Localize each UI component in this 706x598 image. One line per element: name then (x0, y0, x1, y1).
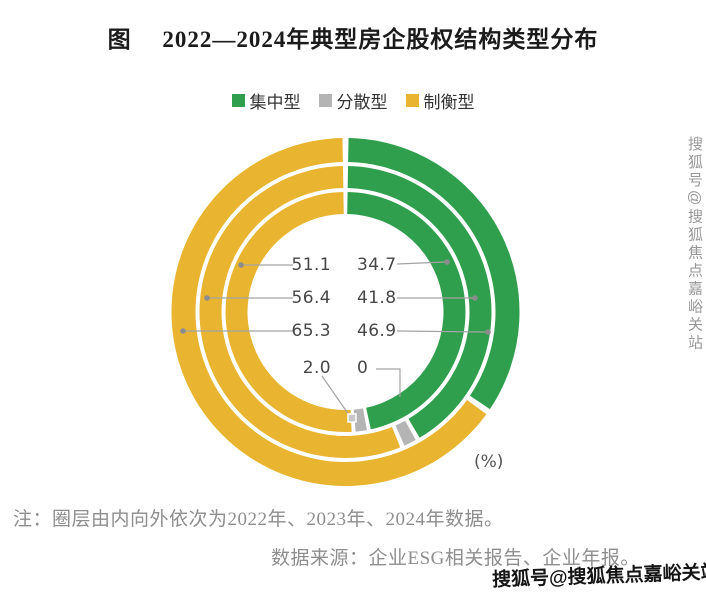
segment-2022-分散型 (353, 408, 367, 432)
legend-item-concentrated: 集中型 (231, 88, 301, 113)
unit-label: (%) (474, 452, 504, 472)
note-text: 注：圈层由内向外依次为2022年、2023年、2024年数据。 (13, 509, 504, 530)
leader-dot (485, 329, 491, 335)
legend-label-concentrated: 集中型 (249, 93, 301, 112)
segment-2022-集中型 (347, 192, 466, 430)
segment-2023-分散型 (395, 420, 416, 446)
center-value-left-3: 65.3 (291, 321, 331, 341)
legend-swatch-yellow (405, 94, 419, 107)
leader-line (396, 330, 487, 333)
center-labels: 51.1 34.7 56.4 41.8 65.3 46.9 2.0 0 (283, 249, 405, 385)
label-row-2: 56.4 41.8 (283, 282, 405, 315)
figure-title: 图 2022—2024年典型房企股权结构类型分布 (107, 27, 599, 52)
legend-swatch-green (231, 94, 245, 107)
center-value-right-1: 34.7 (357, 255, 397, 275)
leader-line (321, 375, 350, 416)
segment-2022-制衡型 (225, 192, 352, 432)
label-row-1: 51.1 34.7 (283, 249, 405, 282)
center-value-right-4: 0 (357, 358, 369, 378)
leader-line (376, 368, 401, 397)
watermark-vertical: 搜狐号@搜狐焦点嘉峪关站 (686, 136, 703, 353)
segment-2024-集中型 (348, 138, 520, 410)
label-row-3: 65.3 46.9 (283, 315, 405, 348)
leader-square-marker (347, 413, 357, 423)
label-row-4: 2.0 0 (283, 352, 405, 385)
legend-swatch-gray (318, 94, 332, 107)
leader-dot (238, 262, 244, 268)
legend-label-balanced: 制衡型 (423, 93, 475, 112)
legend-item-dispersed: 分散型 (318, 88, 388, 113)
center-value-left-4: 2.0 (302, 358, 331, 378)
source-text: 数据来源：企业ESG相关报告、企业年报。 (271, 548, 640, 569)
leader-dot (444, 259, 450, 265)
leader-dot (180, 328, 186, 334)
segment-2023-集中型 (347, 166, 492, 438)
leader-dot (204, 295, 210, 301)
center-value-left-2: 56.4 (291, 288, 331, 308)
legend-label-dispersed: 分散型 (336, 93, 388, 112)
center-value-left-1: 51.1 (291, 255, 331, 275)
legend: 集中型 分散型 制衡型 (0, 88, 706, 113)
center-value-right-3: 46.9 (357, 321, 397, 341)
leader-dot (472, 295, 478, 301)
leader-line (396, 261, 446, 265)
center-value-right-2: 41.8 (357, 288, 397, 308)
legend-item-balanced: 制衡型 (405, 88, 475, 113)
